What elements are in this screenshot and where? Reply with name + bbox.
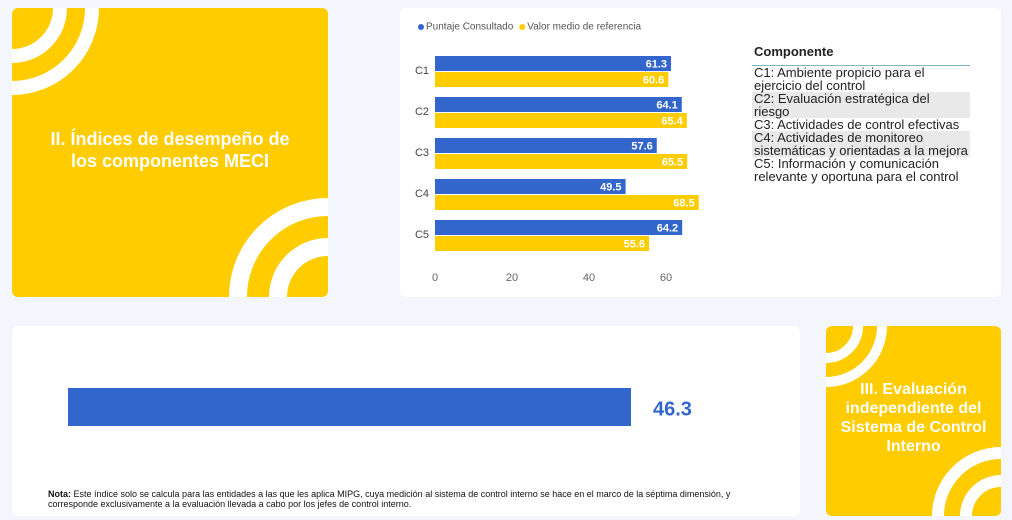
legend-marker (418, 24, 424, 30)
index-card: 46.3 Nota: Este índice solo se calcula p… (12, 326, 800, 516)
note-label: Nota: (48, 489, 71, 499)
bar (68, 388, 632, 426)
table-row: C2: Evaluación estratégica del riesgo (752, 92, 970, 118)
left-card: II. Índices de desempeño de los componen… (12, 8, 328, 297)
bar (435, 97, 682, 112)
decoration (12, 8, 328, 297)
bar (435, 220, 683, 235)
y-tick-label: C4 (415, 188, 429, 200)
component-table: Componente C1: Ambiente propicio para el… (752, 44, 970, 183)
bar (435, 72, 669, 87)
bar (435, 195, 699, 210)
x-tick-label: 40 (583, 272, 595, 284)
y-tick-label: C2 (415, 106, 429, 118)
legend-marker (519, 24, 526, 30)
table-row: C4: Actividades de monitoreo sistemática… (752, 131, 970, 157)
note-text: Este índice solo se calcula para las ent… (48, 489, 731, 509)
table-row: C3: Actividades de control efectivas (754, 117, 960, 132)
data-label: 61.3 (646, 58, 667, 70)
x-tick-label: 0 (432, 272, 438, 284)
table-row: C1: Ambiente propicio para el ejercicio … (754, 65, 925, 93)
bar (435, 236, 650, 251)
data-label: 64.1 (656, 99, 677, 111)
table-header: Componente (752, 44, 970, 66)
chart-card: Puntaje Consultado Valor medio de referen… (400, 8, 1001, 297)
data-label: 68.5 (673, 197, 694, 209)
x-tick-label: 20 (506, 272, 518, 284)
card-title: II. Índices de desempeño de los componen… (50, 129, 290, 171)
bar (435, 138, 657, 153)
bar (435, 56, 672, 71)
bar (435, 179, 626, 194)
index-chart: 46.3 (68, 388, 692, 426)
data-label: 60.6 (643, 74, 664, 86)
y-tick-label: C5 (415, 229, 429, 241)
legend-label: Valor medio de referencia (527, 22, 641, 33)
card-title: III. Evaluación independiente del Sistem… (840, 381, 987, 455)
data-label: 57.6 (631, 140, 652, 152)
decoration (826, 326, 1001, 516)
bar (435, 113, 687, 128)
x-tick-label: 60 (660, 272, 672, 284)
data-label: 49.5 (600, 181, 621, 193)
y-tick-label: C1 (415, 65, 429, 77)
table-row: C5: Información y comunicación relevante… (754, 156, 959, 184)
data-label: 55.6 (624, 238, 645, 250)
data-label: 64.2 (657, 222, 678, 234)
note: Nota: Este índice solo se calcula para l… (48, 489, 748, 509)
data-label: 46.3 (653, 398, 692, 420)
data-label: 65.4 (661, 115, 683, 127)
legend-label: Puntaje Consultado (426, 22, 514, 33)
bar-chart: Puntaje Consultado Valor medio de referen… (415, 22, 699, 284)
data-label: 65.5 (662, 156, 683, 168)
right-card: III. Evaluación independiente del Sistem… (826, 326, 1001, 516)
bar (435, 154, 688, 169)
y-tick-label: C3 (415, 147, 429, 159)
